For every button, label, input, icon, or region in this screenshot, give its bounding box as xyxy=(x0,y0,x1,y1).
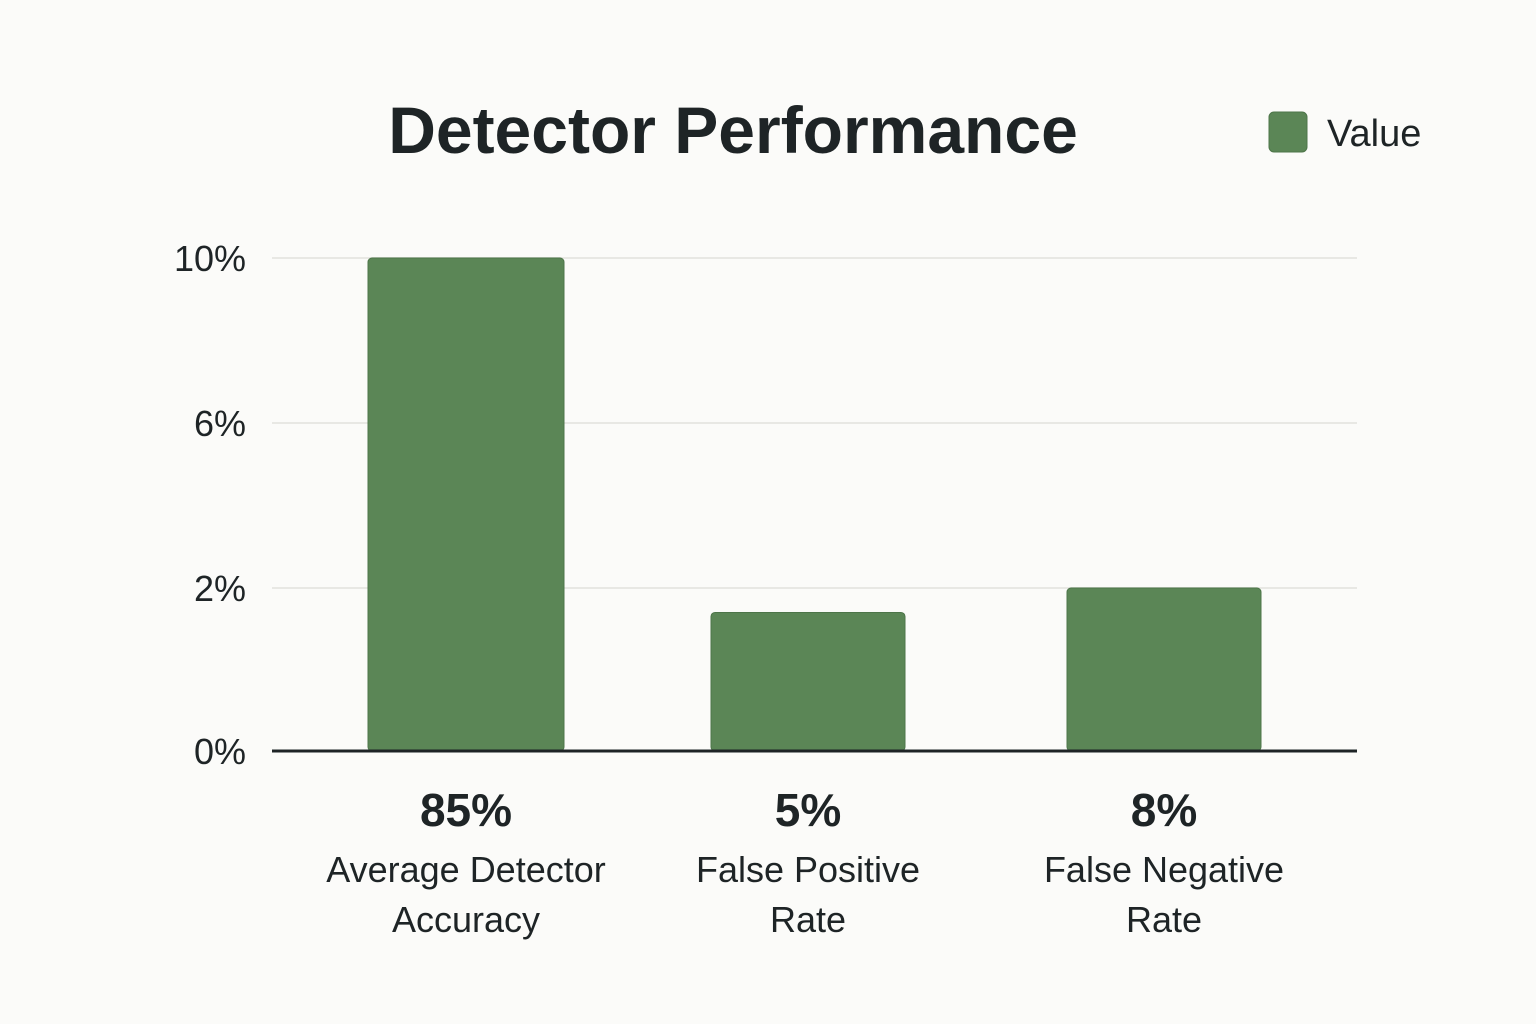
y-tick-label: 0% xyxy=(194,731,246,772)
category-label: False Positive xyxy=(696,849,920,890)
bars xyxy=(367,257,1262,752)
value-labels: 85% 5% 8% xyxy=(420,784,1197,836)
bar xyxy=(367,257,565,752)
category-label: Average Detector xyxy=(326,849,606,890)
y-tick-label: 10% xyxy=(174,238,246,279)
category-label: Rate xyxy=(1126,899,1202,940)
y-tick-label: 2% xyxy=(194,568,246,609)
category-labels: Average Detector Accuracy False Positive Ra… xyxy=(326,849,1284,940)
legend[interactable]: Value xyxy=(1268,111,1421,155)
bar-value-label: 85% xyxy=(420,784,512,836)
bar-value-label: 5% xyxy=(775,784,841,836)
bar xyxy=(710,611,906,752)
y-axis-ticks: 0% 2% 6% 10% xyxy=(174,238,246,772)
bar xyxy=(1066,587,1262,752)
category-label: Accuracy xyxy=(392,899,540,940)
category-label: False Negative xyxy=(1044,849,1284,890)
legend-swatch xyxy=(1268,111,1308,153)
bar-value-label: 8% xyxy=(1131,784,1197,836)
y-tick-label: 6% xyxy=(194,403,246,444)
category-label: Rate xyxy=(770,899,846,940)
chart-title: Detector Performance xyxy=(388,93,1078,167)
legend-label: Value xyxy=(1327,113,1421,155)
